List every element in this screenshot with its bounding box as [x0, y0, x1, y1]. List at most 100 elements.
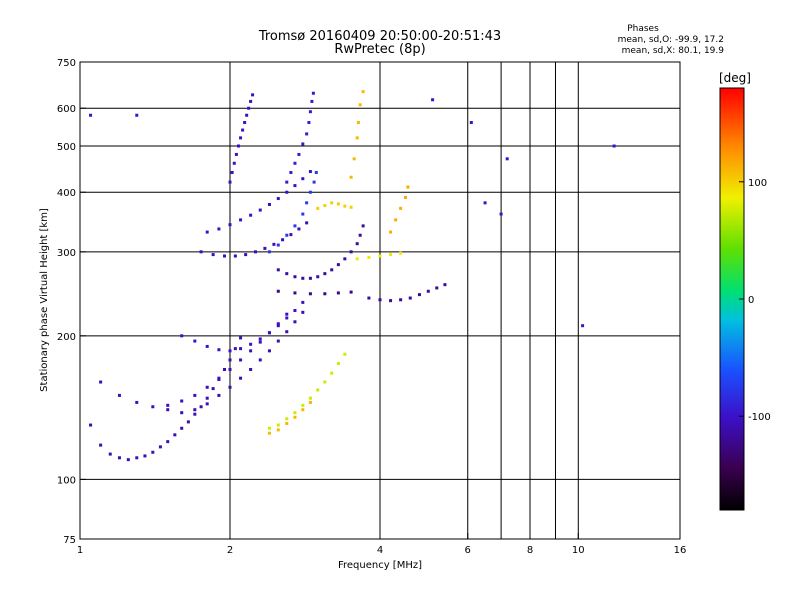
- scatter-point: [316, 206, 320, 210]
- scatter-point: [293, 291, 297, 295]
- y-tick-label: 400: [57, 188, 76, 199]
- scatter-point: [247, 106, 251, 110]
- scatter-point: [308, 170, 312, 174]
- scatter-point: [228, 385, 232, 389]
- scatter-point: [180, 426, 184, 430]
- scatter-point: [297, 152, 301, 156]
- scatter-point: [158, 445, 162, 449]
- scatter-point: [276, 428, 280, 432]
- scatter-point: [301, 276, 305, 280]
- colorbar-label: [deg]: [719, 71, 751, 85]
- scatter-point: [249, 349, 253, 353]
- scatter-point: [343, 352, 347, 356]
- scatter-point: [285, 272, 289, 276]
- scatter-point: [249, 342, 253, 346]
- scatter-point: [276, 339, 280, 343]
- scatter-point: [276, 324, 280, 328]
- scatter-point: [89, 113, 93, 117]
- scatter-point: [389, 253, 393, 257]
- scatter-point: [403, 195, 407, 199]
- grid-lines: [80, 62, 680, 539]
- colorbar-tick-label: -100: [748, 412, 771, 423]
- scatter-point: [228, 358, 232, 362]
- scatter-point: [316, 388, 320, 392]
- scatter-point: [343, 257, 347, 261]
- scatter-point: [211, 253, 215, 257]
- scatter-point: [389, 299, 393, 303]
- scatter-point: [205, 344, 209, 348]
- scatter-point: [285, 312, 289, 316]
- scatter-point: [389, 230, 393, 234]
- scatter-point: [378, 298, 382, 302]
- scatter-point: [443, 283, 447, 287]
- stats-heading: Phases: [627, 24, 659, 34]
- scatter-point: [267, 349, 271, 353]
- scatter-point: [293, 275, 297, 279]
- scatter-point: [267, 250, 271, 254]
- scatter-point: [193, 412, 197, 416]
- y-tick-label: 100: [57, 475, 76, 486]
- scatter-point: [217, 227, 221, 231]
- scatter-point: [323, 380, 327, 384]
- x-tick-label: 1: [77, 545, 83, 556]
- scatter-point: [352, 157, 356, 161]
- scatter-point: [301, 142, 305, 146]
- scatter-point: [180, 399, 184, 403]
- scatter-point: [239, 376, 243, 380]
- scatter-point: [399, 298, 403, 302]
- scatter-point: [297, 227, 301, 231]
- scatter-point: [330, 201, 334, 205]
- scatter-point: [276, 289, 280, 293]
- y-tick-label: 600: [57, 104, 76, 115]
- scatter-point: [343, 204, 347, 208]
- scatter-point: [244, 253, 248, 257]
- scatter-point: [293, 411, 297, 415]
- scatter-point: [276, 423, 280, 427]
- scatter-point: [234, 152, 238, 156]
- scatter-point: [301, 177, 305, 181]
- scatter-point: [258, 208, 262, 212]
- scatter-point: [308, 396, 312, 400]
- scatter-point: [349, 175, 353, 179]
- scatter-point: [249, 213, 253, 217]
- scatter-point: [258, 340, 262, 344]
- scatter-point: [151, 450, 155, 454]
- scatter-point: [276, 268, 280, 272]
- scatter-point: [330, 371, 334, 375]
- colorbar-ticks: 100 0 -100: [739, 178, 771, 423]
- scatter-point: [378, 254, 382, 258]
- scatter-point: [349, 250, 353, 254]
- scatter-point: [217, 376, 221, 380]
- y-tick-label: 300: [57, 248, 76, 259]
- scatter-point: [135, 113, 139, 117]
- scatter-point: [230, 170, 234, 174]
- scatter-point: [293, 308, 297, 312]
- scatter-point: [355, 136, 359, 140]
- scatter-point: [166, 408, 170, 412]
- scatter-point: [258, 337, 262, 341]
- scatter-point: [399, 251, 403, 255]
- scatter-point: [205, 402, 209, 406]
- scatter-point: [355, 242, 359, 246]
- scatter-point: [305, 132, 309, 136]
- scatter-point: [263, 246, 267, 250]
- scatter-point: [228, 223, 232, 227]
- scatter-point: [308, 400, 312, 404]
- scatter-point: [251, 93, 255, 97]
- x-tick-label: 10: [572, 545, 585, 556]
- scatter-point: [355, 257, 359, 261]
- scatter-point: [408, 296, 412, 300]
- scatter-point: [308, 292, 312, 296]
- colorbar-tick-label: 100: [748, 178, 767, 189]
- scatter-point: [135, 456, 139, 460]
- scatter-point: [349, 290, 353, 294]
- scatter-point: [249, 367, 253, 371]
- scatter-point: [367, 296, 371, 300]
- scatter-point: [301, 403, 305, 407]
- scatter-point: [301, 310, 305, 314]
- scatter-point: [276, 322, 280, 326]
- scatter-point: [205, 385, 209, 389]
- scatter-point: [293, 320, 297, 324]
- scatter-point: [99, 380, 103, 384]
- scatter-point: [108, 452, 112, 456]
